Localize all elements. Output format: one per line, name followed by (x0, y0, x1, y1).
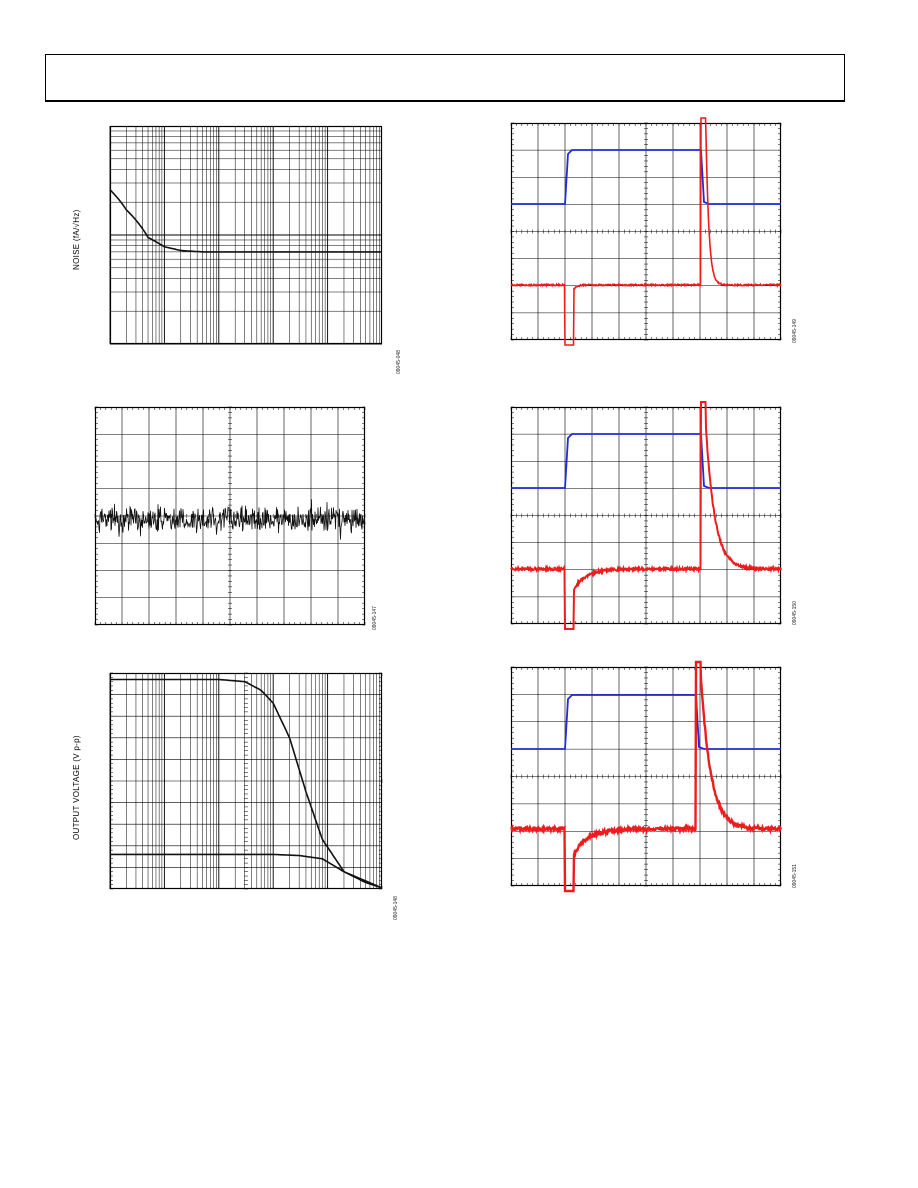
largesignal-chart (109, 672, 383, 890)
page-header-box (45, 54, 845, 102)
overload1-chart (510, 117, 782, 346)
largesignal-plot-svg (109, 672, 383, 890)
overload1-figure-id: 09045-149 (792, 319, 798, 343)
lowfreq-plot-svg (94, 406, 366, 626)
noise-chart (109, 125, 383, 345)
overload1-plot-svg (510, 117, 782, 346)
overload2-input-trace (511, 433, 781, 489)
overload2-figure-id: 09045-150 (792, 601, 798, 625)
overload2-output-trace (510, 401, 782, 630)
noise-y-axis-label: NOISE (fA/√Hz) (72, 209, 81, 270)
overload3-output-trace (510, 660, 783, 893)
overload3-plot-svg (510, 660, 783, 893)
largesignal-y-axis-label: OUTPUT VOLTAGE (V p-p) (72, 735, 81, 840)
noise-figure-id: 09045-048 (396, 350, 402, 374)
largesignal-curve-2 (110, 853, 383, 889)
largesignal-curve-1 (110, 678, 383, 889)
overload1-output-trace (510, 117, 782, 346)
overload3-figure-id: 09045-151 (792, 864, 798, 888)
lowfreq-chart (94, 406, 366, 626)
overload3-input-trace (511, 694, 781, 750)
noise-plot-svg (109, 125, 383, 345)
lowfreq-figure-id: 09045-147 (372, 606, 378, 630)
lowfreq-noise-trace (94, 499, 366, 540)
overload2-plot-svg (510, 401, 782, 630)
overload3-chart (510, 660, 783, 893)
largesignal-figure-id: 09045-148 (393, 896, 399, 920)
overload2-chart (510, 401, 782, 630)
noise-curve (109, 189, 382, 253)
